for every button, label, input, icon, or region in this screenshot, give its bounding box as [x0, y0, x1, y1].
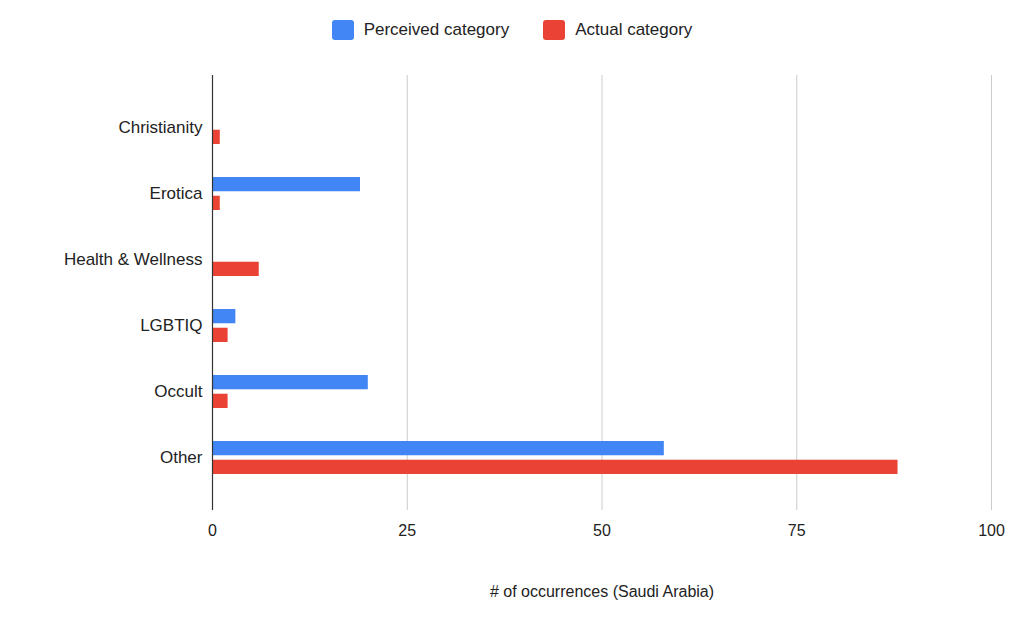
- html-text:Perceived category: Perceived category: [363, 20, 510, 39]
- svg-text:100: 100: [978, 522, 1005, 539]
- svg-text:75: 75: [788, 522, 806, 539]
- svg-text:Christianity: Christianity: [118, 118, 203, 137]
- svg-text:50: 50: [593, 522, 611, 539]
- svg-text:LGBTIQ: LGBTIQ: [140, 316, 202, 335]
- html-text:Actual category: Actual category: [575, 20, 693, 39]
- svg-text:# of occurrences (Saudi Arabia: # of occurrences (Saudi Arabia): [490, 583, 714, 600]
- svg-text:0: 0: [208, 522, 217, 539]
- svg-text:Other: Other: [160, 448, 203, 467]
- svg-text:25: 25: [398, 522, 416, 539]
- svg-text:Erotica: Erotica: [150, 184, 203, 203]
- svg-text:Health & Wellness: Health & Wellness: [64, 250, 203, 269]
- svg-text:Occult: Occult: [154, 382, 202, 401]
